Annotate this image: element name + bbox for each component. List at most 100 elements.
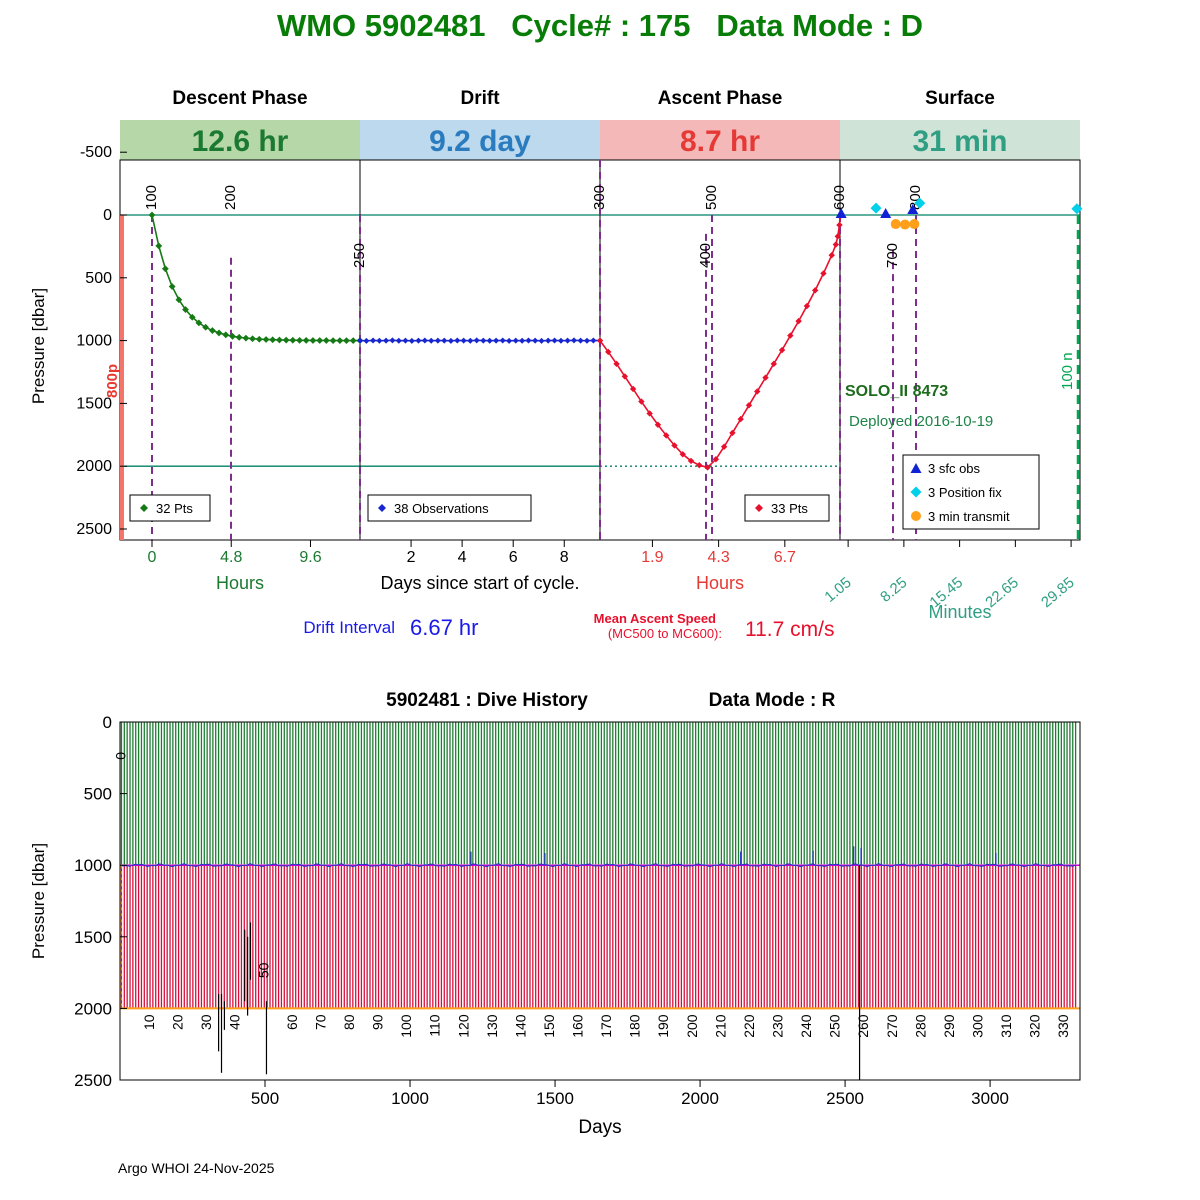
- sfc-obs-legend-label: 3 sfc obs: [928, 461, 981, 476]
- cycle-number-label: 80: [341, 1014, 357, 1030]
- drift-series-marker: [583, 337, 590, 344]
- x-tick-label: 8.25: [877, 574, 910, 606]
- descent-series-marker: [269, 336, 277, 344]
- diamond-marker: [140, 504, 148, 512]
- ascent-series-marker: [629, 385, 637, 393]
- y-tick-label: 1000: [76, 333, 112, 350]
- position-fix-marker: [914, 197, 926, 209]
- cycle-number-label: 30: [198, 1014, 214, 1030]
- drift-series-marker: [402, 337, 409, 344]
- position-fix-marker: [1071, 203, 1083, 215]
- ascent-series-marker: [803, 302, 811, 310]
- cycle-number-label: 50: [255, 962, 271, 978]
- descent-series-marker: [296, 336, 303, 344]
- message-counter-label: 400: [697, 243, 714, 268]
- dive-history-title: 5902481 : Dive History: [386, 690, 588, 711]
- drift-series-marker: [447, 337, 454, 344]
- message-counter-label: 600: [831, 185, 848, 210]
- drift-series-marker: [460, 337, 467, 344]
- sfc-obs-marker: [835, 207, 847, 218]
- drift-legend: 38 Observations: [367, 494, 532, 522]
- ascent-series-marker: [621, 373, 629, 380]
- ascent-series-marker: [596, 337, 604, 344]
- min-transmit-marker: [900, 219, 911, 230]
- phase-3: Surface 31 min: [840, 88, 1080, 160]
- phase-header: Ascent Phase: [658, 88, 783, 109]
- message-counter-label: 300: [591, 185, 608, 210]
- descent-series-marker: [336, 337, 344, 344]
- phase-duration: 12.6 hr: [192, 125, 289, 158]
- min-transmit-marker: [890, 219, 901, 230]
- drift-series-marker: [570, 337, 577, 344]
- ascent-speed-label: Mean Ascent Speed: [594, 611, 716, 626]
- y-tick-label: 1500: [76, 395, 112, 412]
- plot-border: [119, 721, 1081, 1081]
- x-tick-label: 3000: [971, 1089, 1009, 1108]
- y-tick-label: 2000: [74, 999, 112, 1018]
- ascent-series: [596, 213, 844, 471]
- cycle-number-label: 120: [455, 1014, 471, 1038]
- cycle-number-label: 310: [998, 1014, 1014, 1038]
- cycle-number-label: 300: [969, 1014, 985, 1038]
- drift-series-marker: [512, 337, 519, 344]
- ascent-series-marker: [811, 287, 819, 294]
- cycle-number-label: 270: [884, 1014, 900, 1038]
- cycle-number-label: 70: [312, 1014, 328, 1030]
- drift-interval-label: Drift Interval: [303, 618, 395, 637]
- cycle-number-label: 190: [655, 1014, 671, 1038]
- x-tick-label: 1000: [391, 1089, 429, 1108]
- x-tick-label: 1.9: [641, 549, 663, 566]
- cycle-number-label: 230: [770, 1014, 786, 1038]
- ascent-series-marker: [712, 456, 720, 463]
- ascent-legend: 33 Pts: [744, 494, 830, 522]
- ascent-series-marker: [795, 317, 802, 325]
- min-transmit-markers: [890, 219, 920, 230]
- cycle-number-label: 240: [798, 1014, 814, 1038]
- drift-series-marker: [389, 337, 396, 344]
- min-transmit-marker: [909, 219, 920, 230]
- phase-duration: 8.7 hr: [680, 125, 760, 158]
- drift-series-marker: [577, 337, 584, 344]
- park-pressure-label: 800p: [104, 364, 121, 398]
- ascent-series-marker: [834, 233, 841, 240]
- y-tick-label: 500: [85, 270, 112, 287]
- drift-series-marker: [415, 337, 422, 344]
- cycle-number-label: 210: [712, 1014, 728, 1038]
- phase-duration-band: [360, 120, 600, 160]
- ascent-series-marker: [828, 251, 835, 259]
- ascent-speed-sub: (MC500 to MC600):: [608, 626, 722, 641]
- drift-series-marker: [486, 337, 493, 344]
- drift-series-marker: [557, 337, 564, 344]
- drift-series-marker: [383, 337, 390, 344]
- drift-series-marker: [363, 337, 370, 344]
- descent-series-marker: [343, 337, 350, 344]
- cycle-number-label: 280: [912, 1014, 928, 1038]
- drift-interval-value: 6.67 hr: [410, 615, 479, 640]
- cycle-number-label: 140: [512, 1014, 528, 1038]
- x-tick-label: 500: [251, 1089, 279, 1108]
- dive-history-chart: 5902481 : Dive History Data Mode : R 0 10 20…: [29, 690, 1081, 1138]
- descent-series-marker: [168, 283, 176, 290]
- descent-series-marker: [282, 336, 290, 344]
- drift-series-marker: [428, 337, 435, 344]
- park-depth-noise: [121, 863, 1076, 868]
- cycle-number-label: 260: [855, 1014, 871, 1038]
- ascent-series-marker: [654, 421, 662, 428]
- drift-series-marker: [493, 337, 500, 344]
- drift-series-marker: [357, 337, 363, 344]
- ascent-series-marker: [679, 451, 686, 458]
- min-transmit-legend-label: 3 min transmit: [928, 509, 1010, 524]
- drift-legend-label: 38 Observations: [394, 501, 489, 516]
- drift-series-marker: [525, 337, 532, 344]
- ascent-series-marker: [638, 398, 645, 405]
- cycle-number-label: 170: [598, 1014, 614, 1038]
- drift-series: [357, 337, 603, 344]
- descent-series-marker: [148, 211, 156, 219]
- y-tick-label: 0: [103, 713, 112, 732]
- position-fix-marker: [870, 202, 882, 214]
- page-title: WMO 5902481 Cycle# : 175 Data Mode : D: [276, 8, 924, 43]
- x-tick-label: 8: [560, 549, 569, 566]
- cycle-number-label: 180: [627, 1014, 643, 1038]
- message-counter-label: 500: [703, 185, 720, 210]
- descent-legend-label: 32 Pts: [156, 501, 193, 516]
